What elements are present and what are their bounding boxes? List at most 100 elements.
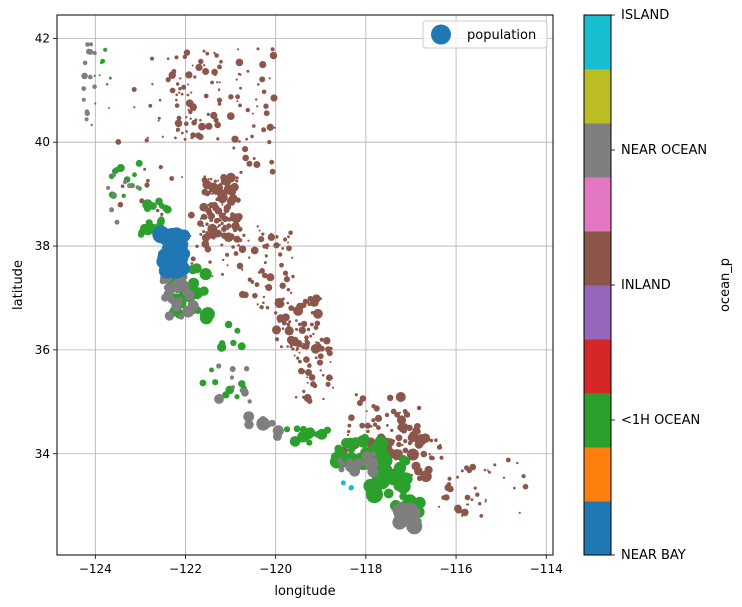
data-point xyxy=(141,226,148,233)
data-point xyxy=(226,177,229,180)
data-point xyxy=(259,76,266,83)
data-point xyxy=(513,486,516,490)
data-point xyxy=(298,322,302,327)
data-point xyxy=(179,77,182,80)
data-point xyxy=(235,197,241,203)
data-point xyxy=(348,485,354,490)
data-point xyxy=(214,121,221,129)
data-point xyxy=(216,137,220,141)
data-point xyxy=(218,212,220,215)
data-point xyxy=(306,327,311,332)
data-point xyxy=(242,233,246,237)
data-point xyxy=(207,178,210,181)
data-point xyxy=(158,98,162,102)
data-point xyxy=(252,292,258,299)
data-point xyxy=(90,123,93,127)
data-point xyxy=(238,103,242,108)
data-point xyxy=(216,217,221,222)
data-point xyxy=(234,327,241,334)
data-point xyxy=(457,504,461,507)
data-point xyxy=(265,284,273,291)
data-point xyxy=(144,138,149,143)
data-point xyxy=(220,174,228,181)
data-point xyxy=(206,112,210,116)
data-point xyxy=(231,385,235,390)
data-point xyxy=(286,245,292,252)
data-point xyxy=(300,320,308,328)
data-point xyxy=(193,75,197,79)
data-point xyxy=(201,188,209,196)
data-point xyxy=(456,475,459,479)
data-point xyxy=(174,119,183,128)
data-point xyxy=(222,224,227,229)
data-point xyxy=(195,244,199,248)
data-point xyxy=(283,426,291,433)
data-point xyxy=(239,86,242,90)
data-point xyxy=(226,172,236,183)
data-point xyxy=(401,444,404,447)
data-point xyxy=(156,217,165,226)
data-point xyxy=(359,395,367,402)
data-point xyxy=(209,177,213,181)
data-point xyxy=(246,69,250,73)
data-point xyxy=(275,302,282,309)
data-point xyxy=(289,291,293,294)
legend: population xyxy=(422,20,548,49)
data-point xyxy=(295,327,298,331)
data-point xyxy=(236,48,240,51)
data-point xyxy=(421,444,424,447)
data-point xyxy=(409,451,412,454)
data-point xyxy=(257,271,260,274)
data-point xyxy=(198,58,204,65)
data-point xyxy=(420,433,431,444)
data-point xyxy=(298,326,306,334)
data-point xyxy=(399,411,401,414)
data-point xyxy=(189,117,192,120)
data-point xyxy=(176,82,180,86)
data-point xyxy=(359,438,369,448)
data-point xyxy=(338,466,345,473)
data-point xyxy=(244,419,254,430)
data-point xyxy=(173,68,176,71)
data-point xyxy=(224,203,232,211)
data-point xyxy=(221,203,224,206)
data-point xyxy=(371,404,376,409)
data-point xyxy=(206,236,210,239)
data-point xyxy=(159,278,166,285)
data-point xyxy=(258,229,261,232)
data-point xyxy=(460,469,464,473)
data-point xyxy=(430,456,435,461)
data-point xyxy=(182,54,187,59)
y-tick-label: 40 xyxy=(35,135,50,149)
data-point xyxy=(269,51,278,60)
data-point xyxy=(226,227,229,231)
colorbar-tick-label: INLAND xyxy=(621,278,671,293)
data-point xyxy=(228,233,235,240)
data-point xyxy=(483,468,487,472)
data-point xyxy=(406,518,423,535)
data-point xyxy=(202,68,210,75)
data-point xyxy=(135,159,143,167)
data-point xyxy=(81,97,86,102)
data-point xyxy=(467,503,470,506)
data-point xyxy=(237,244,241,247)
data-point xyxy=(235,213,243,221)
data-point xyxy=(156,208,160,213)
data-point xyxy=(392,470,404,482)
data-point xyxy=(259,61,267,69)
data-point xyxy=(229,366,236,372)
data-point xyxy=(191,263,202,274)
data-point xyxy=(473,486,477,490)
data-point xyxy=(304,340,311,346)
data-point xyxy=(233,228,237,233)
data-point xyxy=(282,270,289,276)
data-point xyxy=(218,81,221,84)
data-point xyxy=(289,345,293,349)
data-point xyxy=(106,185,111,190)
data-point xyxy=(429,438,434,443)
data-point xyxy=(241,268,244,271)
data-point xyxy=(441,495,446,500)
data-point xyxy=(291,256,294,259)
data-point xyxy=(353,458,363,468)
data-point xyxy=(132,172,137,178)
